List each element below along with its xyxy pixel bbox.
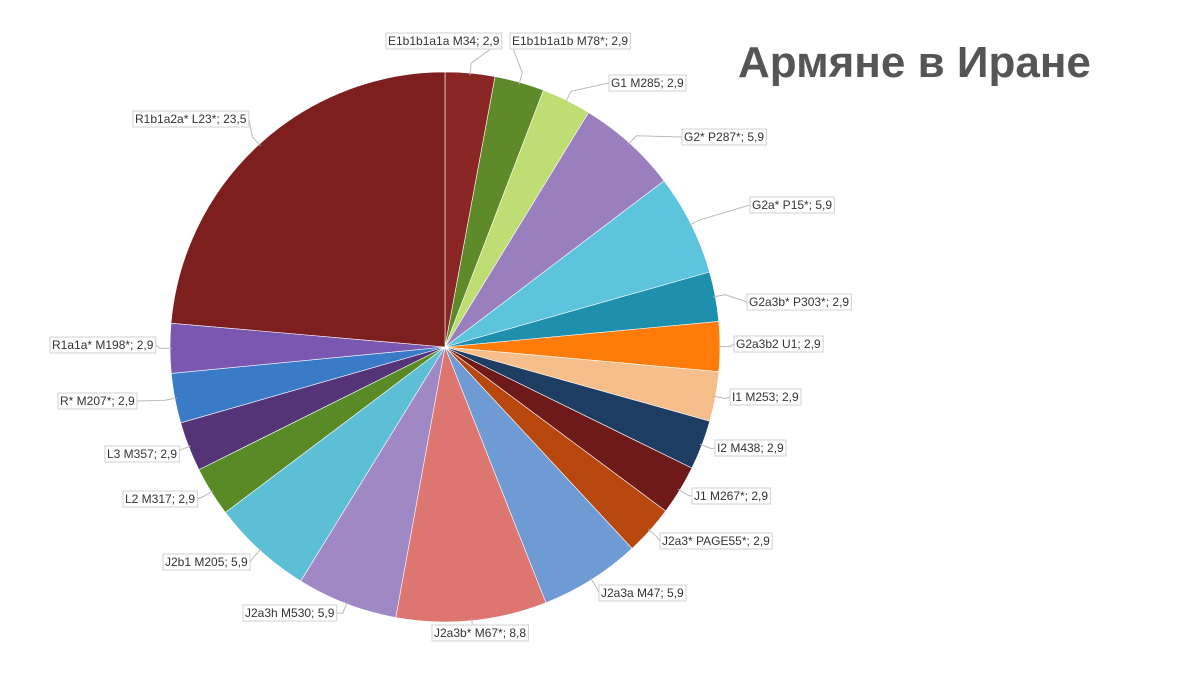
slice-label-text: G2a* P15*; 5,9 <box>752 198 832 212</box>
leader-line <box>627 135 683 145</box>
label-box <box>749 196 835 214</box>
slice-label-text: G2* P287*; 5,9 <box>684 130 764 144</box>
label-box <box>162 553 251 571</box>
leader-line <box>713 395 731 400</box>
label-box <box>509 32 631 50</box>
slice-label-text: G2a3b* P303*; 2,9 <box>749 295 849 309</box>
slice-label-text: G2a3b2 U1; 2,9 <box>736 337 821 351</box>
slice-label-j1-m267: J1 M267*; 2,9 <box>691 487 771 505</box>
label-box <box>49 336 157 354</box>
label-box <box>385 32 503 50</box>
leader-line <box>677 488 693 497</box>
leader-line <box>136 397 177 402</box>
leader-line <box>718 343 735 348</box>
leader-line <box>249 548 262 563</box>
slice-label-text: I2 M438; 2,9 <box>717 441 784 455</box>
slice-label-e1b1b1a1b-m78: E1b1b1a1b M78*; 2,9 <box>509 32 631 50</box>
slice-label-i2-m438: I2 M438; 2,9 <box>714 439 787 457</box>
slice-label-text: R1a1a* M198*; 2,9 <box>52 338 154 352</box>
slice-label-text: G1 M285; 2,9 <box>611 76 684 90</box>
slice-label-g2a3b-p303: G2a3b* P303*; 2,9 <box>746 293 852 311</box>
slice-label-text: I1 M253; 2,9 <box>732 390 799 404</box>
slice-label-r1a1a-m198: R1a1a* M198*; 2,9 <box>49 336 157 354</box>
slice-label-text: J2a3h M530; 5,9 <box>245 606 335 620</box>
slice-label-g1-m285: G1 M285; 2,9 <box>608 74 687 92</box>
slice-label-text: L2 M317; 2,9 <box>125 492 195 506</box>
leader-line <box>565 82 610 103</box>
label-box <box>431 624 529 642</box>
label-box <box>57 392 138 410</box>
slices-layer <box>169 71 721 623</box>
leader-line <box>336 601 348 614</box>
label-box <box>122 490 198 508</box>
leader-line <box>713 294 748 303</box>
slice-label-j2a3a-m47: J2a3a M47; 5,9 <box>598 584 687 602</box>
slice-label-g2a3b2-u1: G2a3b2 U1; 2,9 <box>733 335 824 353</box>
slice-label-text: J1 M267*; 2,9 <box>694 489 768 503</box>
slice-label-j2a3h-m530: J2a3h M530; 5,9 <box>242 604 338 622</box>
slice-label-r1b1a2a-l23: R1b1a2a* L23*; 23,5 <box>132 110 250 128</box>
slice-label-l3-m357: L3 M357; 2,9 <box>104 445 180 463</box>
leader-line <box>699 443 716 450</box>
slice-label-text: E1b1b1a1b M78*; 2,9 <box>512 34 628 48</box>
slice-label-text: E1b1b1a1a M34; 2,9 <box>388 34 500 48</box>
leader-line <box>155 344 172 349</box>
slice-label-text: J2a3b* M67*; 8,8 <box>434 626 526 640</box>
chart-title: Армяне в Иране <box>738 38 1091 87</box>
label-box <box>608 74 687 92</box>
leader-line <box>509 40 523 85</box>
label-box <box>714 439 787 457</box>
leader-line <box>590 577 600 594</box>
slice-label-r-m207: R* M207*; 2,9 <box>57 392 138 410</box>
label-box <box>659 532 773 550</box>
slice-label-text: J2a3a M47; 5,9 <box>601 586 684 600</box>
label-box <box>681 128 767 146</box>
labels-layer: E1b1b1a1a M34; 2,9 E1b1b1a1b M78*; 2,9 G1 … <box>49 32 852 642</box>
label-box <box>242 604 338 622</box>
label-box <box>733 335 824 353</box>
label-box <box>691 487 771 505</box>
leader-line <box>197 490 214 500</box>
slice-label-g2a-p15: G2a* P15*; 5,9 <box>749 196 835 214</box>
slice-label-g2-p287: G2* P287*; 5,9 <box>681 128 767 146</box>
slice-label-j2a3b-m67: J2a3b* M67*; 8,8 <box>431 624 529 642</box>
slice-label-j2a3-page55: J2a3* PAGE55*; 2,9 <box>659 532 773 550</box>
slice-label-text: R* M207*; 2,9 <box>60 394 135 408</box>
slice-label-i1-m253: I1 M253; 2,9 <box>729 388 802 406</box>
label-box <box>598 584 687 602</box>
slice-label-j2b1-m205: J2b1 M205; 5,9 <box>162 553 251 571</box>
slice-label-text: L3 M357; 2,9 <box>107 447 177 461</box>
leader-line <box>647 528 661 542</box>
label-box <box>132 110 250 128</box>
label-box <box>746 293 852 311</box>
slice-label-e1b1b1a1a-m34: E1b1b1a1a M34; 2,9 <box>385 32 503 50</box>
slice-label-text: J2b1 M205; 5,9 <box>165 555 248 569</box>
leader-line <box>689 204 751 226</box>
leader-line <box>248 118 261 147</box>
slice-label-text: R1b1a2a* L23*; 23,5 <box>135 112 247 126</box>
slice-label-l2-m317: L2 M317; 2,9 <box>122 490 198 508</box>
label-box <box>104 445 180 463</box>
label-box <box>729 388 802 406</box>
slice-label-text: J2a3* PAGE55*; 2,9 <box>662 534 770 548</box>
